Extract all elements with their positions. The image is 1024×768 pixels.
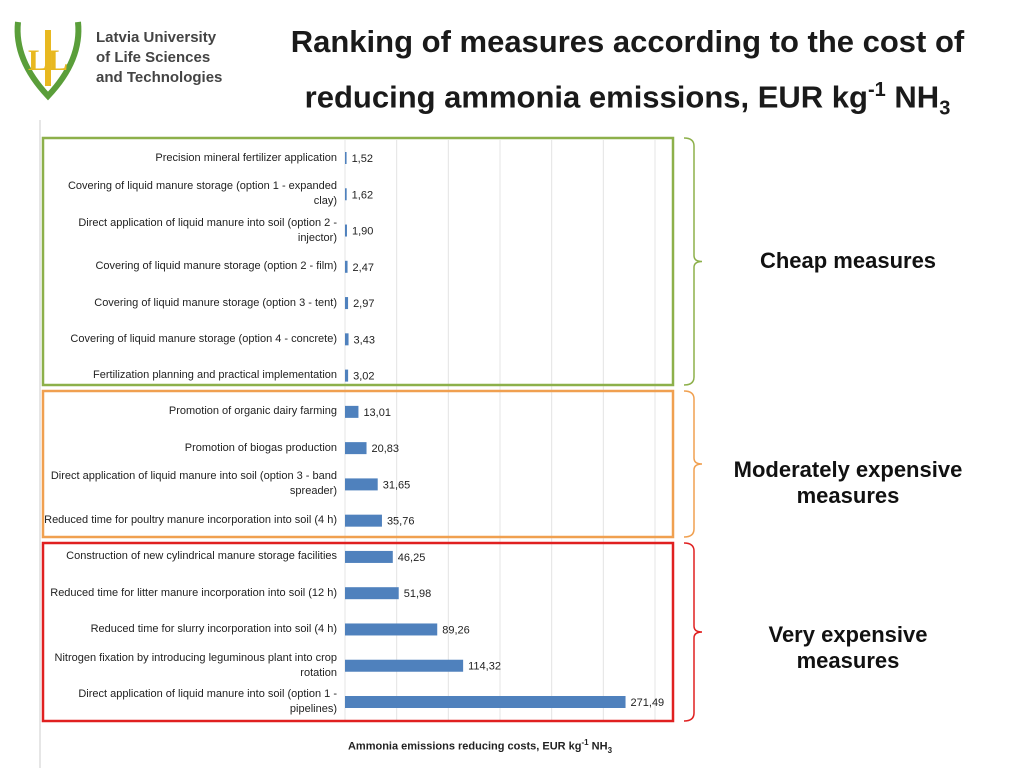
group-bracket: [683, 137, 703, 386]
y-tick-label: Reduced time for slurry incorporation in…: [90, 622, 337, 635]
bar: [345, 478, 378, 491]
bar: [345, 297, 349, 310]
bar: [345, 369, 349, 382]
logo-icon: LL: [14, 21, 82, 101]
value-label: 271,49: [631, 697, 665, 709]
value-label: 1,62: [352, 189, 373, 201]
label-sub: 3: [607, 745, 613, 755]
value-label: 89,26: [442, 624, 470, 636]
value-label: 114,32: [468, 661, 501, 673]
y-tick-label: Reduced time for litter manure incorpora…: [50, 586, 337, 599]
y-tick-label: Construction of new cylindrical manure s…: [66, 550, 337, 563]
y-tick-label: Covering of liquid manure storage (optio…: [70, 332, 337, 345]
y-tick-label: Promotion of organic dairy farming: [168, 405, 337, 418]
value-label: 3,02: [353, 371, 374, 383]
label-text: NH: [588, 740, 608, 753]
title-text: NH: [885, 79, 940, 115]
group-box: [41, 541, 675, 723]
bar: [345, 623, 438, 636]
value-label: 1,90: [352, 226, 373, 238]
y-tick-label: Covering of liquid manure storage (optio…: [94, 296, 337, 309]
value-label: 1,52: [352, 153, 373, 165]
y-tick-label: Covering of liquid manure storage (optio…: [95, 260, 337, 273]
group-label: Moderately expensive measures: [733, 457, 963, 508]
chart-title: Ranking of measures according to the cos…: [240, 18, 1015, 133]
y-tick-label: Direct application of liquid manure into…: [78, 688, 337, 715]
bar: [345, 659, 464, 672]
bar: [345, 405, 359, 418]
bar: [345, 260, 348, 273]
value-label: 13,01: [363, 407, 391, 419]
x-axis-label: Ammonia emissions reducing costs, EUR kg…: [230, 738, 730, 755]
title-sub: 3: [939, 97, 951, 120]
value-label: 2,47: [353, 262, 374, 274]
bar: [345, 188, 347, 201]
group-box: [41, 136, 675, 387]
title-text: Ranking of measures according to the cos…: [290, 24, 965, 115]
value-label: 2,97: [353, 298, 374, 310]
value-label: 35,76: [387, 516, 415, 528]
group-bracket: [683, 542, 703, 722]
y-tick-label: Direct application of liquid manure into…: [50, 470, 337, 498]
value-label: 20,83: [372, 443, 400, 455]
bar: [345, 587, 399, 600]
y-tick-label: Nitrogen fixation by introducing legumin…: [54, 651, 338, 679]
bar: [345, 550, 393, 563]
y-tick-label: Covering of liquid manure storage (optio…: [67, 180, 337, 208]
group-box: [41, 389, 675, 539]
value-label: 3,43: [354, 334, 375, 346]
bar: [345, 152, 347, 164]
bar: [345, 514, 382, 527]
y-tick-label: Promotion of biogas production: [184, 441, 337, 454]
group-label: Cheap measures: [759, 248, 937, 273]
logo-line: and Technologies: [96, 69, 223, 86]
group-label: Very expensive measures: [768, 622, 928, 673]
logo-line: Latvia University: [96, 29, 217, 46]
value-label: 51,98: [404, 588, 432, 600]
y-tick-label: Reduced time for poultry manure incorpor…: [44, 514, 337, 527]
logo-text: Latvia University of Life Sciences and T…: [96, 28, 222, 88]
bar: [345, 333, 349, 346]
title-sup: -1: [868, 79, 886, 101]
logo-line: of Life Sciences: [96, 49, 211, 66]
bar: [345, 696, 626, 708]
value-label: 31,65: [383, 479, 411, 491]
y-tick-label: Fertilization planning and practical imp…: [93, 369, 337, 382]
bar: [345, 442, 367, 455]
y-tick-label: Direct application of liquid manure into…: [78, 216, 337, 244]
label-text: Ammonia emissions reducing costs, EUR kg: [347, 740, 582, 753]
label-sup: -1: [581, 738, 589, 747]
group-bracket: [683, 390, 703, 538]
y-tick-label: Precision mineral fertilizer application: [155, 151, 337, 164]
value-label: 46,25: [398, 552, 426, 564]
svg-text:LL: LL: [28, 44, 68, 77]
bar: [345, 224, 347, 237]
